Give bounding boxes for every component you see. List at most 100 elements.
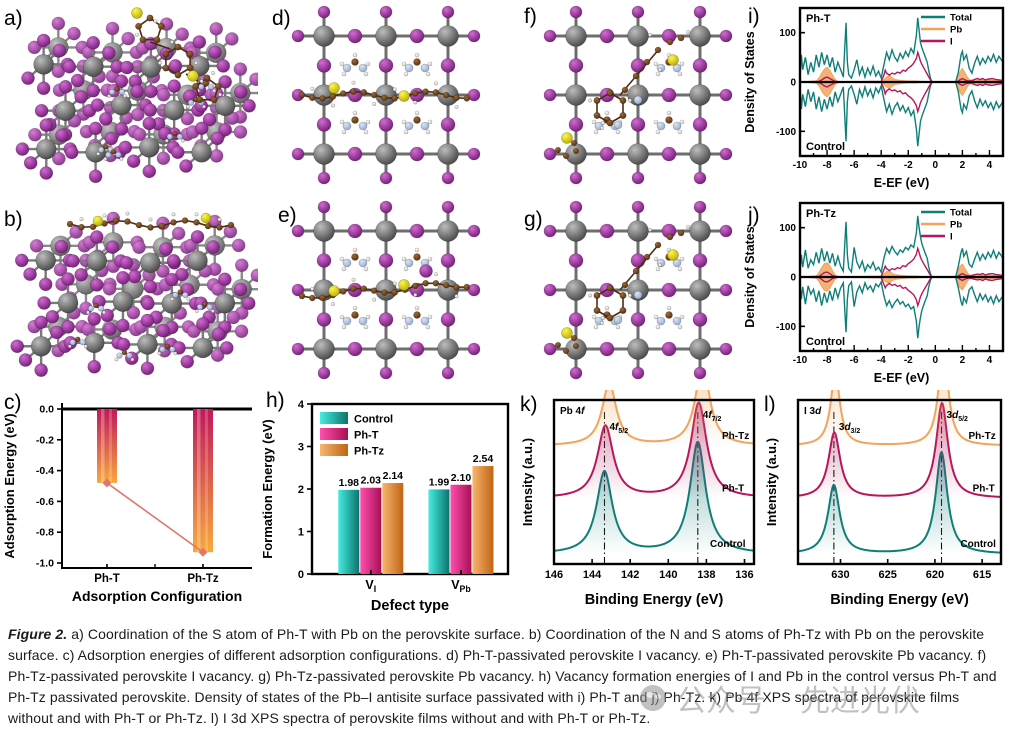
formation-energy-chart: 0 1 2 3 4 1.98 2.03 2.14 VI 1.99 2.102.54 VPb Contro… bbox=[260, 399, 510, 614]
svg-text:4: 4 bbox=[987, 160, 993, 171]
svg-text:Pb: Pb bbox=[950, 220, 962, 231]
svg-text:Ph-T: Ph-T bbox=[94, 573, 120, 585]
svg-text:I 3d: I 3d bbox=[804, 406, 822, 417]
svg-text:Adsorption Configuration: Adsorption Configuration bbox=[72, 588, 242, 604]
svg-text:1.99: 1.99 bbox=[429, 476, 450, 488]
svg-text:0: 0 bbox=[933, 355, 939, 366]
panel-c: c) 0.0 -0.2 -0.4 -0.6 -0.8 -1.0 Ph-T Ph-Tz Adsor… bbox=[0, 390, 258, 618]
svg-text:-0.8: -0.8 bbox=[36, 527, 54, 539]
panel-d-label: d) bbox=[272, 7, 291, 30]
svg-text:140: 140 bbox=[659, 569, 677, 581]
panel-c-label: c) bbox=[4, 391, 22, 414]
svg-text:2.14: 2.14 bbox=[383, 470, 404, 482]
svg-text:-2: -2 bbox=[904, 160, 913, 171]
panel-j: j) 100 0 -100 -10 -8 -6 -4 -2 0 2 4 Total Pb I Ph-Tz Co… bbox=[740, 195, 1009, 393]
panel-a-structure-image bbox=[15, 7, 258, 184]
svg-text:Density of States: Density of States bbox=[743, 31, 757, 132]
svg-text:E-EF (eV): E-EF (eV) bbox=[874, 176, 930, 190]
panel-e: e) bbox=[258, 195, 510, 390]
svg-text:-4: -4 bbox=[877, 160, 886, 171]
svg-text:2.10: 2.10 bbox=[451, 472, 472, 484]
svg-text:-8: -8 bbox=[823, 160, 832, 171]
svg-text:Ph-T: Ph-T bbox=[973, 483, 995, 494]
svg-text:100: 100 bbox=[779, 28, 796, 39]
svg-text:-10: -10 bbox=[793, 160, 808, 171]
svg-text:VI: VI bbox=[365, 578, 376, 594]
svg-text:620: 620 bbox=[926, 569, 944, 581]
figure-caption: Figure 2. a) Coordination of the S atom o… bbox=[8, 624, 1004, 729]
svg-text:-1.0: -1.0 bbox=[36, 558, 54, 570]
svg-text:2: 2 bbox=[298, 484, 304, 496]
svg-text:Ph-Tz: Ph-Tz bbox=[969, 431, 996, 442]
panel-l: l) Control Ph-T Ph-Tz 630 625 620 615 I 3d 3d3/2… bbox=[762, 390, 1009, 618]
svg-text:-100: -100 bbox=[776, 127, 796, 138]
panel-a: a) bbox=[0, 0, 258, 195]
svg-text:4f5/2: 4f5/2 bbox=[609, 422, 628, 435]
caption-text: a) Coordination of the S atom of Ph-T wi… bbox=[8, 626, 997, 726]
svg-text:Ph-Tz: Ph-Tz bbox=[354, 446, 384, 458]
svg-text:100: 100 bbox=[779, 223, 796, 234]
svg-text:Ph-T: Ph-T bbox=[806, 13, 831, 25]
svg-text:0: 0 bbox=[933, 160, 939, 171]
panel-l-label: l) bbox=[764, 393, 776, 416]
svg-text:-6: -6 bbox=[850, 355, 859, 366]
svg-text:-8: -8 bbox=[823, 355, 832, 366]
svg-text:Pb: Pb bbox=[950, 25, 962, 36]
svg-text:4f7/2: 4f7/2 bbox=[703, 410, 722, 423]
svg-text:Binding Energy (eV): Binding Energy (eV) bbox=[830, 592, 969, 608]
svg-text:144: 144 bbox=[583, 569, 602, 581]
svg-text:Total: Total bbox=[950, 208, 972, 219]
svg-text:-100: -100 bbox=[776, 322, 796, 333]
panel-a-label: a) bbox=[4, 7, 23, 30]
panel-e-label: e) bbox=[278, 204, 297, 227]
svg-text:-2: -2 bbox=[904, 355, 913, 366]
panel-g: g) bbox=[510, 195, 760, 390]
panel-b-label: b) bbox=[4, 208, 23, 231]
panel-k-label: k) bbox=[520, 393, 538, 416]
svg-text:Ph-Tz: Ph-Tz bbox=[806, 208, 836, 220]
panel-k: k) Control Ph-T Ph-Tz 146 144 142 140 138 136 Pb … bbox=[518, 390, 762, 618]
svg-text:4: 4 bbox=[987, 355, 993, 366]
panel-j-label: j) bbox=[748, 204, 760, 227]
svg-text:0.0: 0.0 bbox=[39, 404, 54, 416]
svg-text:3d3/2: 3d3/2 bbox=[839, 422, 861, 435]
svg-text:-0.2: -0.2 bbox=[36, 434, 54, 446]
svg-text:-10: -10 bbox=[793, 355, 808, 366]
adsorption-energy-chart: 0.0 -0.2 -0.4 -0.6 -0.8 -1.0 Ph-T Ph-Tz Adsorpti… bbox=[2, 403, 252, 604]
panel-i: i) 100 0 -100 -10 -8 -6 -4 -2 0 2 4 Total Pb I Ph-T Con… bbox=[740, 0, 1009, 198]
svg-text:2: 2 bbox=[960, 355, 966, 366]
svg-text:Ph-Tz: Ph-Tz bbox=[722, 431, 749, 442]
svg-text:Binding Energy (eV): Binding Energy (eV) bbox=[585, 592, 724, 608]
svg-text:I: I bbox=[950, 37, 953, 48]
svg-text:Total: Total bbox=[950, 13, 972, 24]
svg-text:-4: -4 bbox=[877, 355, 886, 366]
svg-text:Intensity (a.u.): Intensity (a.u.) bbox=[764, 438, 779, 526]
caption-figure-number: Figure 2. bbox=[8, 626, 68, 642]
panel-g-structure-image bbox=[543, 200, 733, 380]
svg-text:136: 136 bbox=[735, 569, 753, 581]
svg-text:I: I bbox=[950, 232, 953, 243]
panel-d-structure-image bbox=[291, 5, 481, 185]
xps-i3d-chart: Control Ph-T Ph-Tz 630 625 620 615 I 3d 3d3/2 3d5… bbox=[764, 390, 1003, 608]
svg-text:3d5/2: 3d5/2 bbox=[947, 410, 969, 423]
svg-text:Ph-T: Ph-T bbox=[354, 430, 379, 442]
svg-text:Adsorption Energy (eV): Adsorption Energy (eV) bbox=[2, 413, 17, 558]
svg-text:0: 0 bbox=[790, 273, 796, 284]
panel-b-structure-image bbox=[10, 211, 258, 377]
svg-text:615: 615 bbox=[973, 569, 991, 581]
svg-text:625: 625 bbox=[879, 569, 897, 581]
svg-text:-0.6: -0.6 bbox=[36, 496, 54, 508]
svg-text:Density of States: Density of States bbox=[743, 226, 757, 327]
svg-text:Control: Control bbox=[806, 336, 845, 348]
svg-text:-6: -6 bbox=[850, 160, 859, 171]
svg-text:0: 0 bbox=[298, 569, 304, 581]
svg-text:Ph-T: Ph-T bbox=[722, 483, 744, 494]
svg-text:E-EF (eV): E-EF (eV) bbox=[874, 371, 930, 385]
panel-f: f) bbox=[510, 0, 760, 195]
svg-text:0: 0 bbox=[790, 78, 796, 89]
svg-text:1: 1 bbox=[298, 527, 304, 539]
svg-text:142: 142 bbox=[621, 569, 639, 581]
svg-text:Defect type: Defect type bbox=[371, 598, 449, 614]
